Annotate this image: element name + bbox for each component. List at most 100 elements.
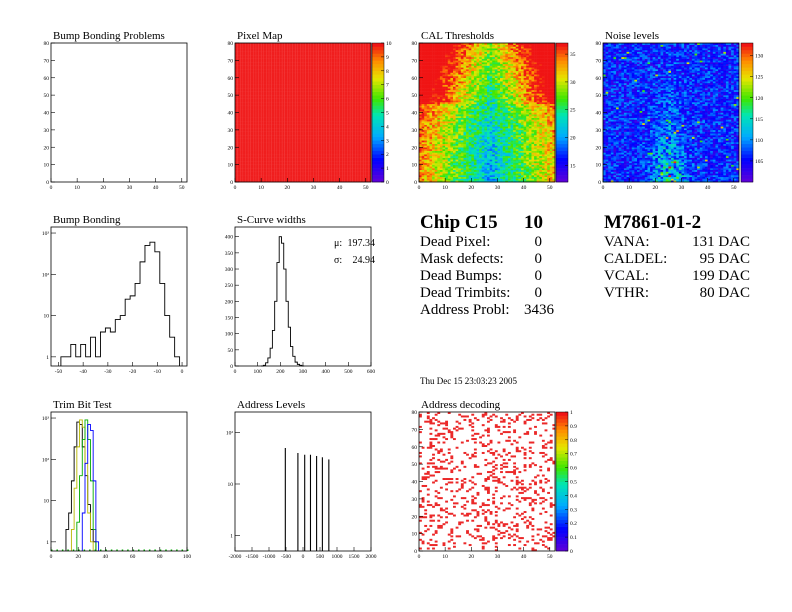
heatmap-cell (321, 60, 325, 63)
heatmap-cell (276, 77, 280, 80)
heatmap-cell (237, 89, 241, 92)
heatmap-cell (276, 161, 280, 164)
heatmap-cell (282, 159, 285, 162)
heatmap-cell (258, 43, 262, 45)
heatmap-cell (242, 129, 246, 132)
heatmap-cell (282, 119, 285, 122)
heatmap-cell (282, 60, 285, 63)
heatmap-cell (316, 159, 319, 162)
heatmap-cell (269, 44, 272, 47)
heatmap-cell (282, 69, 285, 72)
heatmap-cell (419, 169, 422, 172)
heatmap-cell (242, 142, 246, 145)
heatmap-cell (426, 81, 430, 84)
heatmap-cell (274, 114, 278, 117)
heatmap-cell (258, 98, 262, 101)
heatmap-cell (274, 148, 278, 151)
heatmap-cell (426, 114, 430, 117)
heatmap-cell (261, 131, 265, 134)
heatmap-cell (318, 129, 322, 132)
heatmap-cell (329, 86, 333, 89)
heatmap-cell (426, 126, 430, 129)
heatmap-cell (329, 79, 333, 82)
heatmap-cell (342, 124, 346, 127)
heatmap-cell (337, 81, 340, 84)
heatmap-cell (321, 43, 325, 45)
heatmap-cell (235, 43, 238, 45)
heatmap-cell (434, 72, 438, 75)
heatmap-cell (240, 155, 244, 158)
heatmap-cell (250, 62, 254, 65)
heatmap-cell (250, 142, 254, 145)
heatmap-cell (284, 43, 288, 45)
heatmap-cell (308, 114, 312, 117)
x-tick-label: 40 (153, 185, 159, 191)
heatmap-cell (432, 176, 435, 179)
heatmap-cell (279, 91, 283, 94)
heatmap-cell (421, 155, 425, 158)
heatmap-cell (263, 60, 267, 63)
heatmap-cell (419, 91, 422, 94)
heatmap-cell (331, 79, 335, 82)
heatmap-cell (424, 44, 428, 47)
heatmap-cell (284, 176, 288, 179)
heatmap-cell (263, 88, 267, 91)
heatmap-cell (326, 49, 330, 52)
heatmap-cell (316, 140, 319, 143)
heatmap-cell (439, 168, 443, 171)
heatmap-cell (253, 138, 257, 141)
heatmap-cell (287, 84, 291, 87)
heatmap-cell (266, 133, 270, 136)
heatmap-cell (284, 178, 288, 181)
heatmap-cell (235, 138, 238, 141)
heatmap-cell (424, 48, 428, 51)
heatmap-cell (321, 119, 325, 122)
heatmap-cell (303, 114, 306, 117)
heatmap-cell (303, 171, 306, 174)
heatmap-cell (297, 82, 301, 85)
heatmap-cell (323, 150, 327, 153)
heatmap-cell (313, 169, 317, 172)
heatmap-cell (258, 79, 262, 82)
heatmap-cell (429, 110, 433, 113)
heatmap-cell (289, 72, 293, 75)
heatmap-cell (279, 138, 283, 141)
heatmap-cell (305, 53, 309, 56)
heatmap-cell (235, 70, 238, 73)
heatmap-cell (326, 84, 330, 87)
heatmap-cell (434, 84, 438, 87)
heatmap-cell (419, 117, 422, 120)
heatmap-cell (303, 60, 306, 63)
heatmap-cell (432, 77, 435, 80)
heatmap-cell (271, 69, 275, 72)
heatmap-cell (318, 178, 322, 181)
heatmap-cell (308, 79, 312, 82)
heatmap-cell (284, 95, 288, 98)
heatmap-cell (326, 176, 330, 179)
heatmap-cell (258, 175, 262, 178)
heatmap-cell (316, 176, 319, 179)
heatmap-cell (295, 84, 299, 87)
heatmap-cell (421, 98, 425, 101)
heatmap-cell (426, 173, 430, 176)
heatmap-cell (289, 100, 293, 103)
heatmap-cell (437, 124, 441, 127)
heatmap-cell (242, 143, 246, 146)
heatmap-cell (253, 122, 257, 125)
heatmap-cell (318, 159, 322, 162)
heatmap-cell (269, 159, 272, 162)
heatmap-cell (253, 128, 257, 131)
heatmap-cell (426, 72, 430, 75)
heatmap-cell (289, 143, 293, 146)
heatmap-cell (289, 164, 293, 167)
heatmap-cell (235, 98, 238, 101)
heatmap-cell (266, 74, 270, 77)
heatmap-cell (261, 48, 265, 51)
heatmap-cell (266, 180, 270, 183)
heatmap-cell (292, 98, 296, 101)
heatmap-cell (279, 140, 283, 143)
heatmap-cell (289, 126, 293, 129)
heatmap-cell (429, 105, 433, 108)
heatmap-cell (250, 53, 254, 56)
heatmap-cell (308, 138, 312, 141)
